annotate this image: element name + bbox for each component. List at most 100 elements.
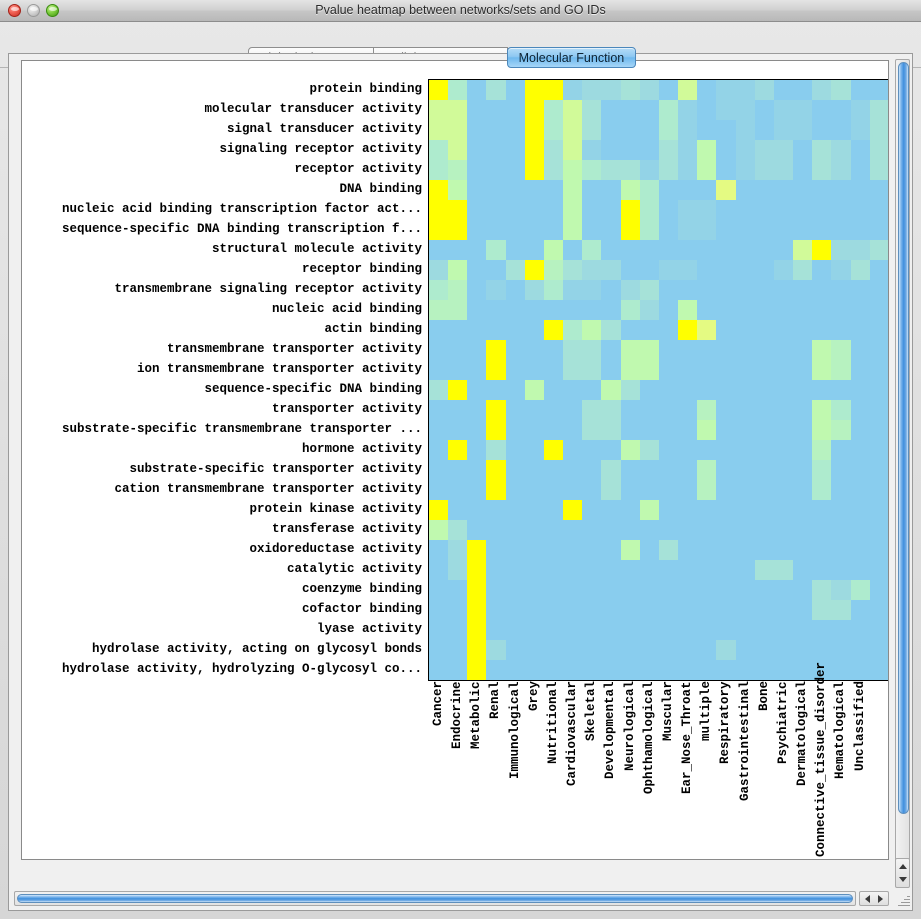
heatmap-cell[interactable] bbox=[563, 420, 583, 440]
heatmap-cell[interactable] bbox=[524, 280, 544, 300]
heatmap-cell[interactable] bbox=[773, 320, 794, 340]
heatmap-cell[interactable] bbox=[850, 620, 870, 640]
heatmap-cell[interactable] bbox=[735, 460, 755, 480]
heatmap-cell[interactable] bbox=[620, 180, 640, 200]
heatmap-cell[interactable] bbox=[716, 280, 736, 300]
heatmap-cell[interactable] bbox=[467, 500, 487, 520]
heatmap-cell[interactable] bbox=[563, 200, 583, 220]
heatmap-cell[interactable] bbox=[563, 540, 583, 560]
heatmap-cell[interactable] bbox=[773, 180, 794, 200]
heatmap-cell[interactable] bbox=[754, 640, 774, 660]
heatmap-cell[interactable] bbox=[563, 580, 583, 600]
heatmap-cell[interactable] bbox=[850, 460, 870, 480]
heatmap-cell[interactable] bbox=[486, 600, 506, 620]
heatmap-cell[interactable] bbox=[658, 100, 679, 120]
heatmap-cell[interactable] bbox=[735, 320, 755, 340]
heatmap-cell[interactable] bbox=[467, 380, 487, 400]
heatmap-cell[interactable] bbox=[793, 100, 813, 120]
heatmap-cell[interactable] bbox=[793, 420, 813, 440]
heatmap-cell[interactable] bbox=[524, 180, 544, 200]
heatmap-cell[interactable] bbox=[850, 660, 870, 680]
heatmap-cell[interactable] bbox=[639, 420, 659, 440]
heatmap-cell[interactable] bbox=[448, 460, 468, 480]
heatmap-cell[interactable] bbox=[524, 640, 544, 660]
heatmap-cell[interactable] bbox=[467, 200, 487, 220]
heatmap-cell[interactable] bbox=[793, 580, 813, 600]
heatmap-cell[interactable] bbox=[716, 500, 736, 520]
heatmap-cell[interactable] bbox=[563, 80, 583, 100]
heatmap-cell[interactable] bbox=[524, 480, 544, 500]
heatmap-cell[interactable] bbox=[850, 280, 870, 300]
heatmap-cell[interactable] bbox=[543, 420, 564, 440]
heatmap-cell[interactable] bbox=[467, 360, 487, 380]
heatmap-cell[interactable] bbox=[429, 480, 449, 500]
heatmap-cell[interactable] bbox=[620, 280, 640, 300]
heatmap-cell[interactable] bbox=[543, 340, 564, 360]
heatmap-cell[interactable] bbox=[869, 580, 888, 600]
heatmap-cell[interactable] bbox=[850, 200, 870, 220]
heatmap-cell[interactable] bbox=[716, 540, 736, 560]
heatmap-cell[interactable] bbox=[563, 320, 583, 340]
heatmap-cell[interactable] bbox=[812, 520, 832, 540]
heatmap-cell[interactable] bbox=[563, 220, 583, 240]
heatmap-cell[interactable] bbox=[505, 580, 525, 600]
heatmap-cell[interactable] bbox=[678, 280, 698, 300]
heatmap-cell[interactable] bbox=[678, 200, 698, 220]
heatmap-cell[interactable] bbox=[486, 340, 506, 360]
heatmap-cell[interactable] bbox=[505, 360, 525, 380]
heatmap-cell[interactable] bbox=[467, 80, 487, 100]
heatmap-cell[interactable] bbox=[773, 600, 794, 620]
heatmap-cell[interactable] bbox=[754, 320, 774, 340]
heatmap-cell[interactable] bbox=[467, 400, 487, 420]
heatmap-cell[interactable] bbox=[448, 640, 468, 660]
heatmap-cell[interactable] bbox=[467, 560, 487, 580]
heatmap-cell[interactable] bbox=[831, 180, 851, 200]
heatmap-cell[interactable] bbox=[678, 240, 698, 260]
heatmap-cell[interactable] bbox=[658, 440, 679, 460]
heatmap-cell[interactable] bbox=[448, 180, 468, 200]
horizontal-scrollbar-thumb[interactable] bbox=[17, 894, 853, 903]
heatmap-cell[interactable] bbox=[658, 360, 679, 380]
heatmap-cell[interactable] bbox=[620, 580, 640, 600]
heatmap-cell[interactable] bbox=[773, 440, 794, 460]
heatmap-cell[interactable] bbox=[678, 500, 698, 520]
heatmap-cell[interactable] bbox=[639, 200, 659, 220]
heatmap-cell[interactable] bbox=[505, 220, 525, 240]
heatmap-cell[interactable] bbox=[486, 380, 506, 400]
heatmap-cell[interactable] bbox=[505, 260, 525, 280]
heatmap-cell[interactable] bbox=[448, 80, 468, 100]
heatmap-cell[interactable] bbox=[793, 460, 813, 480]
heatmap-cell[interactable] bbox=[563, 280, 583, 300]
heatmap-cell[interactable] bbox=[850, 340, 870, 360]
heatmap-cell[interactable] bbox=[524, 580, 544, 600]
heatmap-cell[interactable] bbox=[735, 480, 755, 500]
heatmap-cell[interactable] bbox=[735, 80, 755, 100]
heatmap-cell[interactable] bbox=[505, 520, 525, 540]
heatmap-cell[interactable] bbox=[812, 600, 832, 620]
heatmap-cell[interactable] bbox=[869, 620, 888, 640]
heatmap-cell[interactable] bbox=[448, 420, 468, 440]
heatmap-cell[interactable] bbox=[716, 420, 736, 440]
heatmap-cell[interactable] bbox=[658, 300, 679, 320]
heatmap-cell[interactable] bbox=[658, 420, 679, 440]
heatmap-cell[interactable] bbox=[773, 380, 794, 400]
heatmap-cell[interactable] bbox=[639, 360, 659, 380]
heatmap-cell[interactable] bbox=[754, 340, 774, 360]
heatmap-cell[interactable] bbox=[486, 460, 506, 480]
heatmap-cell[interactable] bbox=[773, 160, 794, 180]
heatmap-cell[interactable] bbox=[505, 100, 525, 120]
heatmap-cell[interactable] bbox=[601, 520, 621, 540]
heatmap-cell[interactable] bbox=[754, 80, 774, 100]
heatmap-cell[interactable] bbox=[543, 120, 564, 140]
heatmap-cell[interactable] bbox=[620, 420, 640, 440]
heatmap-cell[interactable] bbox=[869, 600, 888, 620]
heatmap-cell[interactable] bbox=[467, 460, 487, 480]
heatmap-cell[interactable] bbox=[735, 360, 755, 380]
heatmap-cell[interactable] bbox=[716, 400, 736, 420]
scroll-left-arrow-icon[interactable] bbox=[865, 895, 870, 903]
heatmap-cell[interactable] bbox=[678, 100, 698, 120]
heatmap-cell[interactable] bbox=[467, 240, 487, 260]
heatmap-cell[interactable] bbox=[429, 520, 449, 540]
heatmap-cell[interactable] bbox=[505, 400, 525, 420]
heatmap-cell[interactable] bbox=[639, 500, 659, 520]
